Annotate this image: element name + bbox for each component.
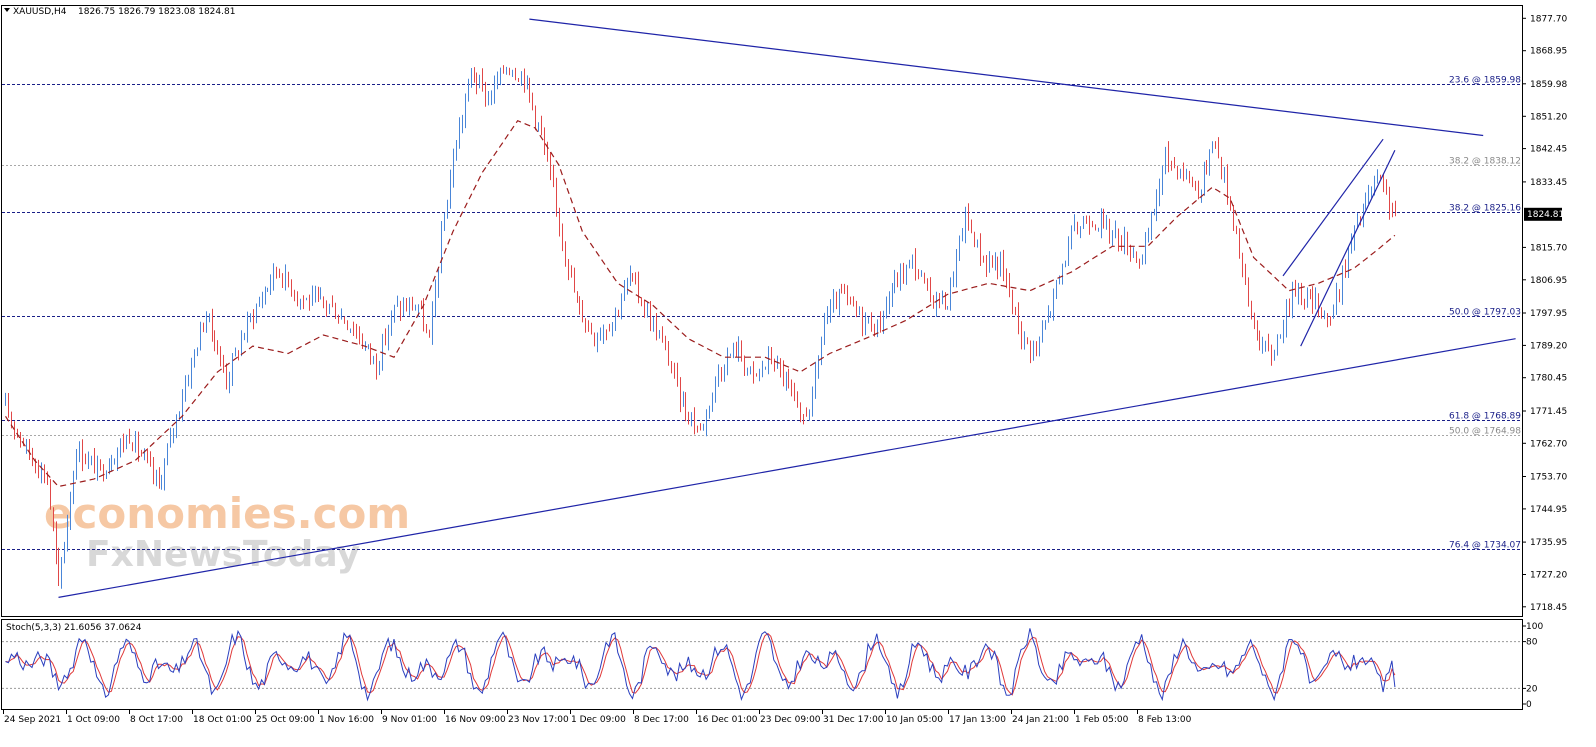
price-tick-label: 1833.45: [1530, 178, 1567, 188]
price-tick-label: 1753.70: [1530, 473, 1567, 483]
price-tick-label: 1718.45: [1530, 603, 1567, 613]
price-tick-label: 1771.45: [1530, 407, 1567, 417]
candlestick-series: [5, 65, 1396, 589]
time-tick-label: 24 Jan 21:00: [1012, 715, 1069, 725]
fib-level-label: 38.2 @ 1825.16: [1449, 204, 1521, 214]
time-tick-label: 1 Dec 09:00: [571, 715, 626, 725]
stochastic-title: Stoch(5,3,3) 21.6056 37.0624: [6, 623, 142, 633]
moving-average-line: [4, 119, 1396, 488]
trendline-wedge-upper[interactable]: [1282, 138, 1384, 277]
watermark-logo: economies.com FxNewsToday: [44, 489, 410, 575]
dropdown-triangle-icon[interactable]: [4, 8, 10, 12]
moving-average-series: [4, 119, 1396, 488]
price-tick-label: 1789.20: [1530, 341, 1567, 351]
watermark-economies-text: economies.com: [44, 489, 410, 538]
fib-level-label: 50.0 @ 1797.03: [1449, 308, 1521, 318]
stochastic-lines: [5, 628, 1396, 702]
time-tick-label: 23 Nov 17:00: [508, 715, 569, 725]
price-tick-label: 1877.70: [1530, 14, 1567, 24]
time-tick-label: 25 Oct 09:00: [256, 715, 315, 725]
time-tick-label: 8 Feb 13:00: [1138, 715, 1192, 725]
fib-level-label: 76.4 @ 1734.07: [1449, 541, 1521, 551]
time-axis: 24 Sep 2021 1 Oct 09:00 8 Oct 17:00 18 Oct …: [3, 710, 1192, 725]
stochastic-panel: Stoch(5,3,3) 21.6056 37.0624 100 80 20 0: [2, 622, 1543, 710]
time-tick-label: 17 Jan 13:00: [949, 715, 1006, 725]
price-tick-label: 1842.45: [1530, 145, 1567, 155]
fibonacci-levels: 23.6 @ 1859.98 38.2 @ 1838.12 38.2 @ 1825.…: [2, 76, 1522, 551]
time-tick-label: 1 Oct 09:00: [67, 715, 120, 725]
symbol-label: XAUUSD,H4: [13, 7, 67, 17]
price-tick-label: 1735.95: [1530, 538, 1567, 548]
price-tick-label: 1727.20: [1530, 571, 1567, 581]
fib-level-label: 61.8 @ 1768.89: [1449, 412, 1521, 422]
time-tick-label: 31 Dec 17:00: [823, 715, 884, 725]
price-tick-label: 1859.98: [1530, 80, 1567, 90]
fib-level-label: 38.2 @ 1838.12: [1449, 157, 1521, 167]
fib-level-label: 23.6 @ 1859.98: [1449, 76, 1521, 86]
stochastic-tick-label: 20: [1526, 684, 1538, 694]
price-axis: 1877.70 1868.95 1859.98 1851.20 1842.45 1833.…: [1522, 14, 1567, 613]
ohlc-readout: 1826.75 1826.79 1823.08 1824.81: [78, 7, 235, 17]
time-tick-label: 24 Sep 2021: [4, 715, 61, 725]
time-tick-label: 18 Oct 01:00: [193, 715, 252, 725]
price-tick-label: 1868.95: [1530, 47, 1567, 57]
price-tick-label: 1780.45: [1530, 374, 1567, 384]
price-tick-label: 1744.95: [1530, 505, 1567, 515]
last-price-marker: 1824.81: [1524, 207, 1564, 221]
chart-frames: [1, 5, 1523, 710]
price-tick-label: 1797.95: [1530, 309, 1567, 319]
time-tick-label: 1 Nov 16:00: [319, 715, 374, 725]
price-tick-label: 1762.70: [1530, 439, 1567, 449]
stochastic-axis: 100 80 20 0: [1522, 622, 1543, 710]
trendline-lower[interactable]: [58, 338, 1516, 598]
fib-level-label: 50.0 @ 1764.98: [1449, 427, 1521, 437]
stochastic-tick-label: 100: [1526, 622, 1543, 632]
trendline-wedge-lower[interactable]: [1300, 150, 1396, 347]
time-tick-label: 1 Feb 05:00: [1075, 715, 1129, 725]
time-tick-label: 9 Nov 01:00: [382, 715, 437, 725]
price-tick-label: 1806.95: [1530, 276, 1567, 286]
stochastic-tick-label: 80: [1526, 638, 1538, 648]
time-tick-label: 8 Dec 17:00: [634, 715, 689, 725]
time-tick-label: 16 Dec 01:00: [697, 715, 758, 725]
stochastic-main-line: [5, 628, 1396, 702]
time-tick-label: 10 Jan 05:00: [886, 715, 943, 725]
time-tick-label: 23 Dec 09:00: [760, 715, 821, 725]
time-tick-label: 8 Oct 17:00: [130, 715, 183, 725]
price-tick-label: 1851.20: [1530, 112, 1567, 122]
trendlines[interactable]: [58, 18, 1516, 598]
last-price-label: 1824.81: [1527, 210, 1564, 220]
stochastic-tick-label: 0: [1526, 700, 1532, 710]
chart-header: XAUUSD,H4 1826.75 1826.79 1823.08 1824.8…: [4, 7, 235, 17]
time-tick-label: 16 Nov 09:00: [445, 715, 506, 725]
trendline-upper[interactable]: [529, 18, 1484, 137]
price-tick-label: 1815.70: [1530, 243, 1567, 253]
watermark-fxnewstoday-text: FxNewsToday: [86, 534, 360, 575]
